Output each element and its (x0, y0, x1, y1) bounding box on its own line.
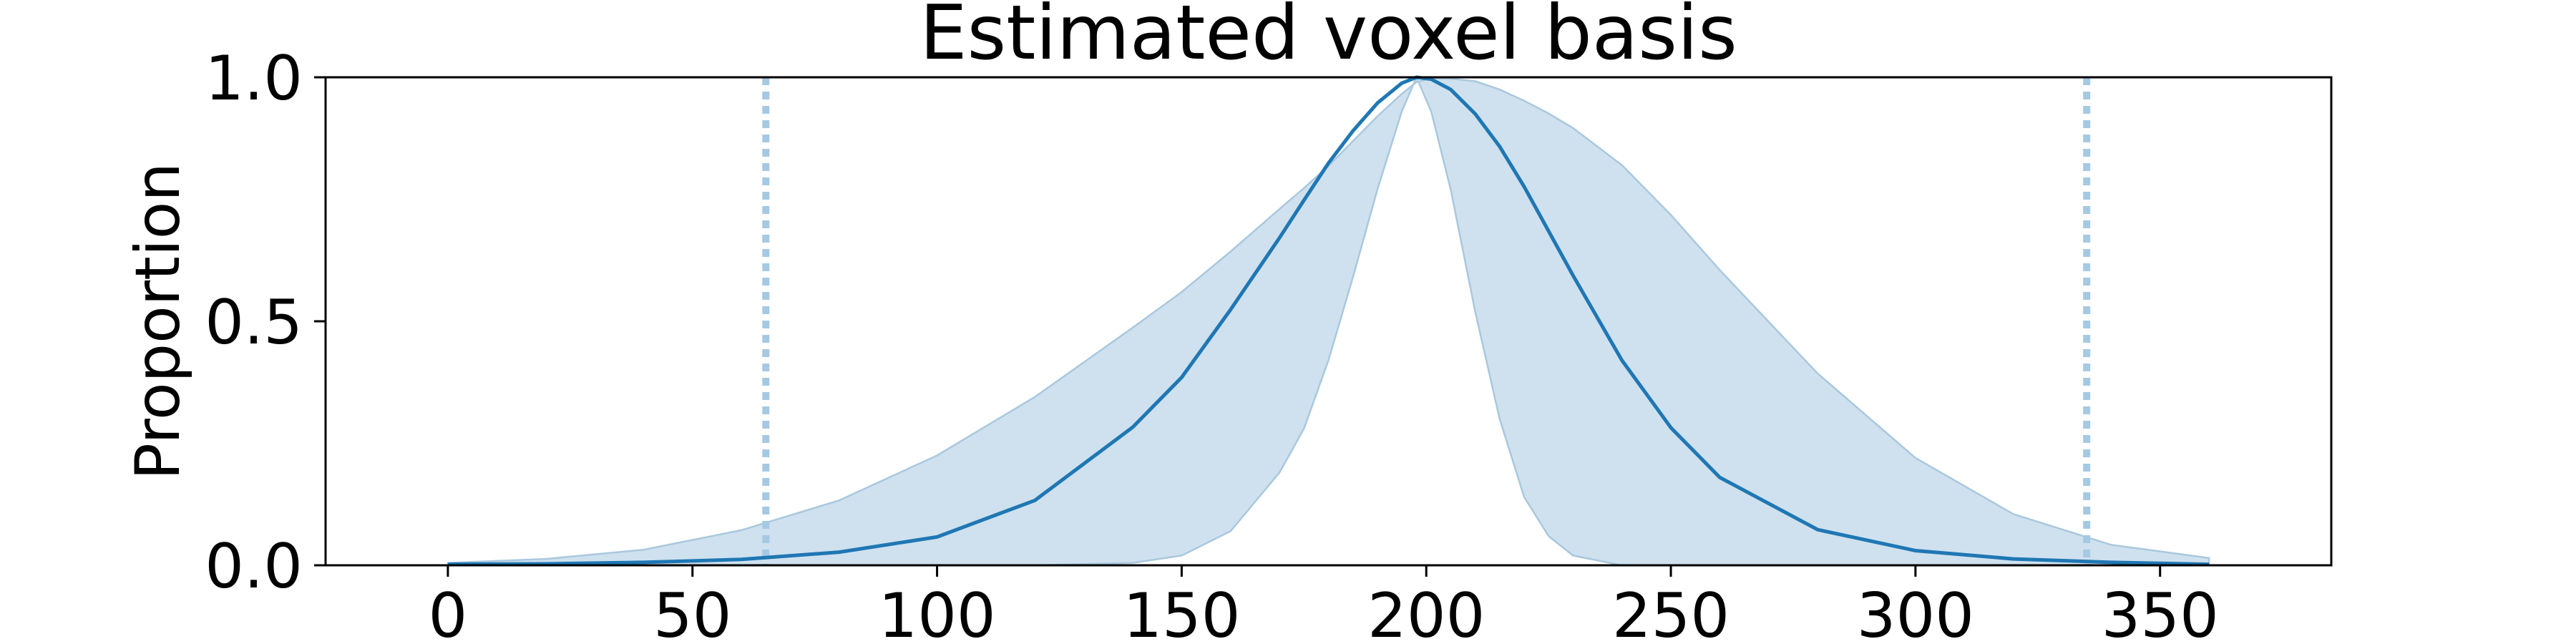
y-tick-label: 1.0 (205, 43, 303, 114)
x-tick-label: 150 (1123, 580, 1240, 644)
y-tick-label: 0.0 (205, 531, 303, 602)
basis-line-layer (447, 75, 2210, 567)
x-tick-label: 350 (2102, 580, 2219, 644)
x-tick-label: 50 (653, 580, 731, 644)
uncertainty-band (447, 74, 2210, 567)
y-axis-label: Proportion (122, 162, 194, 480)
x-tick-label: 0 (429, 580, 468, 644)
y-tick-label: 0.5 (205, 287, 303, 358)
basis-line (447, 75, 2210, 567)
chart-title: Estimated voxel basis (919, 0, 1737, 77)
uncertainty-band-layer (447, 74, 2210, 567)
x-tick-label: 250 (1612, 580, 1729, 644)
y-axis-ticks: 0.0 0.5 1.0 (205, 43, 326, 602)
x-axis-ticks: 0 50 100 150 200 250 300 350 (429, 565, 2219, 644)
reference-lines-layer (762, 77, 2091, 565)
x-tick-label: 300 (1857, 580, 1974, 644)
x-tick-label: 200 (1367, 580, 1485, 644)
x-tick-label: 100 (878, 580, 995, 644)
